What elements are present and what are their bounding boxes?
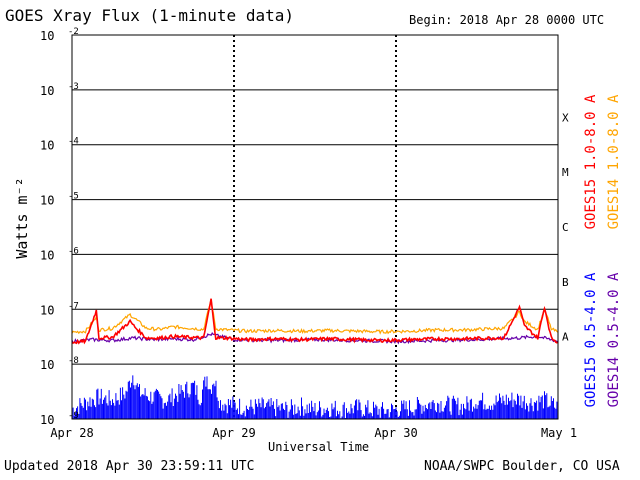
x-tick-label: Apr 29 <box>212 426 256 440</box>
y-tick-label: 10 -9 <box>40 411 79 427</box>
flare-class-labels: X M C B A <box>562 111 569 343</box>
y-tick-exponent: -7 <box>68 301 79 311</box>
flare-class-label: A <box>562 331 569 344</box>
x-tick-label: Apr 28 <box>50 426 94 440</box>
day-divider-lines <box>233 35 397 419</box>
series-layer <box>71 298 559 419</box>
y-tick-exponent: -2 <box>68 27 79 37</box>
flare-class-label: M <box>562 166 569 179</box>
updated-timestamp: Updated 2018 Apr 30 23:59:11 UTC <box>4 459 255 474</box>
y-tick-exponent: -4 <box>68 137 79 147</box>
legend-label: GOES14 1.0-8.0 A <box>606 94 622 230</box>
flare-class-label: B <box>562 276 569 289</box>
flare-class-label: X <box>562 111 569 124</box>
x-axis-label: Universal Time <box>268 440 370 454</box>
begin-time: Begin: 2018 Apr 28 0000 UTC <box>409 13 605 27</box>
y-axis-label: Watts m⁻² <box>13 177 31 259</box>
plot-frame <box>71 34 559 420</box>
y-tick-exponent: -8 <box>68 356 79 366</box>
series-line-goes15-long <box>71 298 559 345</box>
legend-label: GOES15 1.0-8.0 A <box>583 94 599 230</box>
grid-lines <box>72 89 558 365</box>
credit-text: NOAA/SWPC Boulder, CO USA <box>424 459 620 474</box>
chart-title: GOES Xray Flux (1-minute data) <box>5 6 294 25</box>
y-tick-exponent: -3 <box>68 82 79 92</box>
series-line-goes14-long <box>71 299 559 335</box>
x-tick-label: May 1 <box>540 426 578 440</box>
legend-label: GOES14 0.5-4.0 A <box>606 272 622 408</box>
legend-label: GOES15 0.5-4.0 A <box>583 272 599 408</box>
plot-background <box>72 35 558 419</box>
y-tick-exponent: -5 <box>68 192 79 202</box>
y-tick-exponent: -6 <box>68 246 79 256</box>
flare-class-label: C <box>562 221 569 234</box>
y-tick-exponent: -9 <box>68 411 79 421</box>
x-tick-label: Apr 30 <box>374 426 418 440</box>
